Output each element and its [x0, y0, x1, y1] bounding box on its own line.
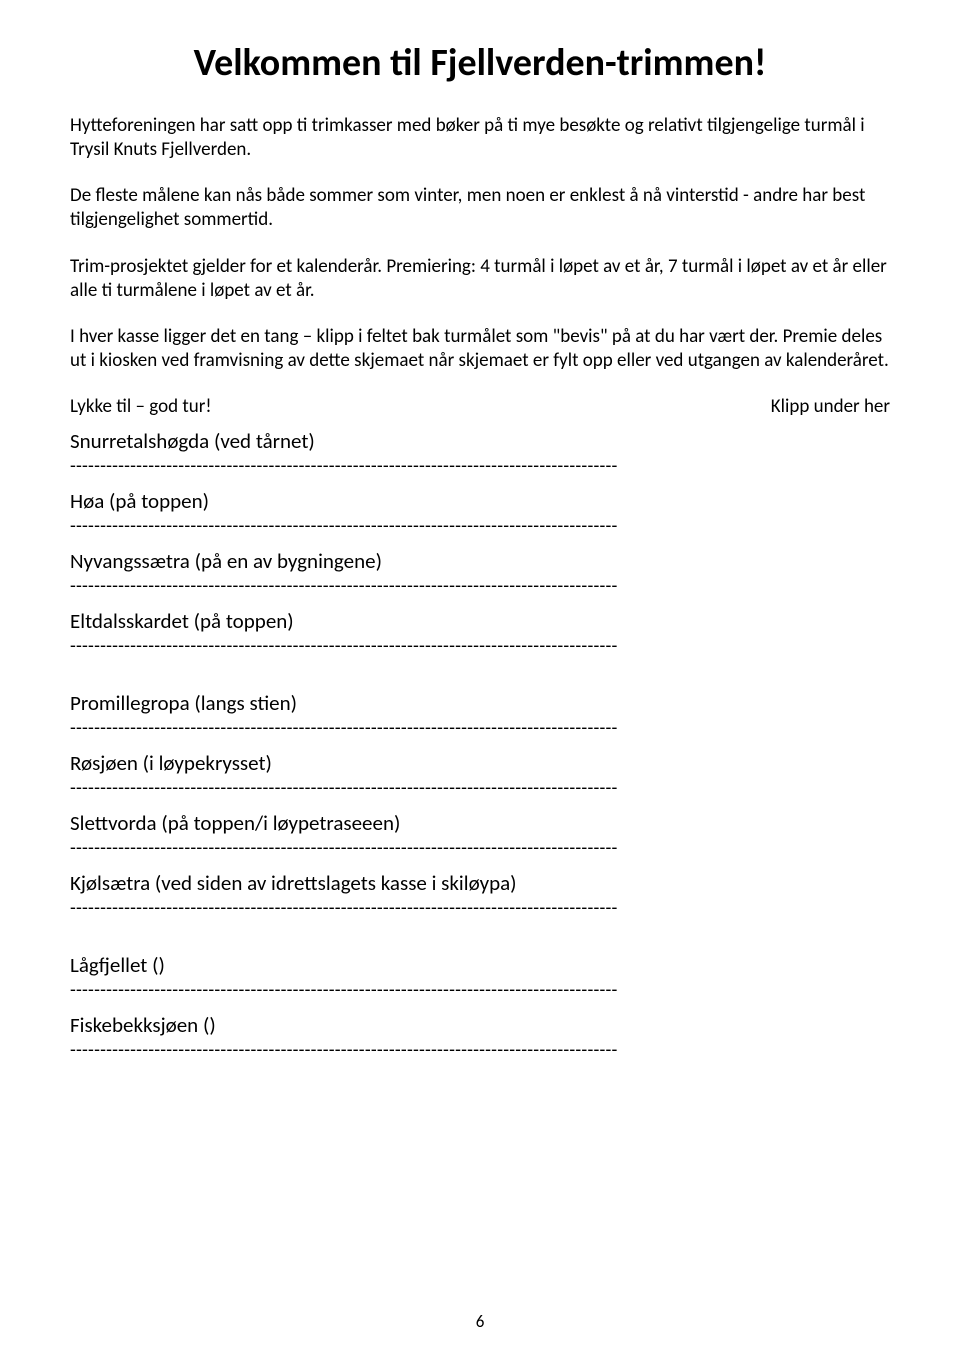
clip-here-text: Klipp under her	[771, 395, 890, 418]
document-page: Velkommen til Fjellverden-trimmen! Hytte…	[0, 0, 960, 1356]
intro-paragraph-1: Hytteforeningen har satt opp ti trimkass…	[70, 114, 890, 162]
destination-item: Fiskebekksjøen ()	[70, 1012, 890, 1038]
destination-item: Kjølsætra (ved siden av idrettslagets ka…	[70, 870, 890, 896]
dash-separator: ----------------------------------------…	[70, 777, 890, 800]
destination-item: Eltdalsskardet (på toppen)	[70, 608, 890, 634]
page-title: Velkommen til Fjellverden-trimmen!	[70, 40, 890, 86]
intro-paragraph-4: I hver kasse ligger det en tang – klipp …	[70, 325, 890, 373]
dash-separator: ----------------------------------------…	[70, 897, 890, 920]
destination-item: Nyvangssætra (på en av bygningene)	[70, 548, 890, 574]
intro-paragraph-3: Trim-prosjektet gjelder for et kalenderå…	[70, 255, 890, 303]
destination-item: Snurretalshøgda (ved tårnet)	[70, 428, 890, 454]
dash-separator: ----------------------------------------…	[70, 455, 890, 478]
dash-separator: ----------------------------------------…	[70, 515, 890, 538]
section-gap	[70, 924, 890, 942]
dash-separator: ----------------------------------------…	[70, 717, 890, 740]
good-luck-text: Lykke til – god tur!	[70, 395, 212, 418]
footer-line: Lykke til – god tur! Klipp under her	[70, 395, 890, 418]
section-gap	[70, 662, 890, 680]
destination-list: Snurretalshøgda (ved tårnet)------------…	[70, 428, 890, 1062]
dash-separator: ----------------------------------------…	[70, 1039, 890, 1062]
page-number: 6	[0, 1311, 960, 1332]
destination-item: Promillegropa (langs stien)	[70, 690, 890, 716]
dash-separator: ----------------------------------------…	[70, 837, 890, 860]
destination-item: Røsjøen (i løypekrysset)	[70, 750, 890, 776]
destination-item: Høa (på toppen)	[70, 488, 890, 514]
dash-separator: ----------------------------------------…	[70, 635, 890, 658]
dash-separator: ----------------------------------------…	[70, 979, 890, 1002]
destination-item: Lågfjellet ()	[70, 952, 890, 978]
intro-paragraph-2: De fleste målene kan nås både sommer som…	[70, 184, 890, 232]
dash-separator: ----------------------------------------…	[70, 575, 890, 598]
destination-item: Slettvorda (på toppen/i løypetraseeen)	[70, 810, 890, 836]
